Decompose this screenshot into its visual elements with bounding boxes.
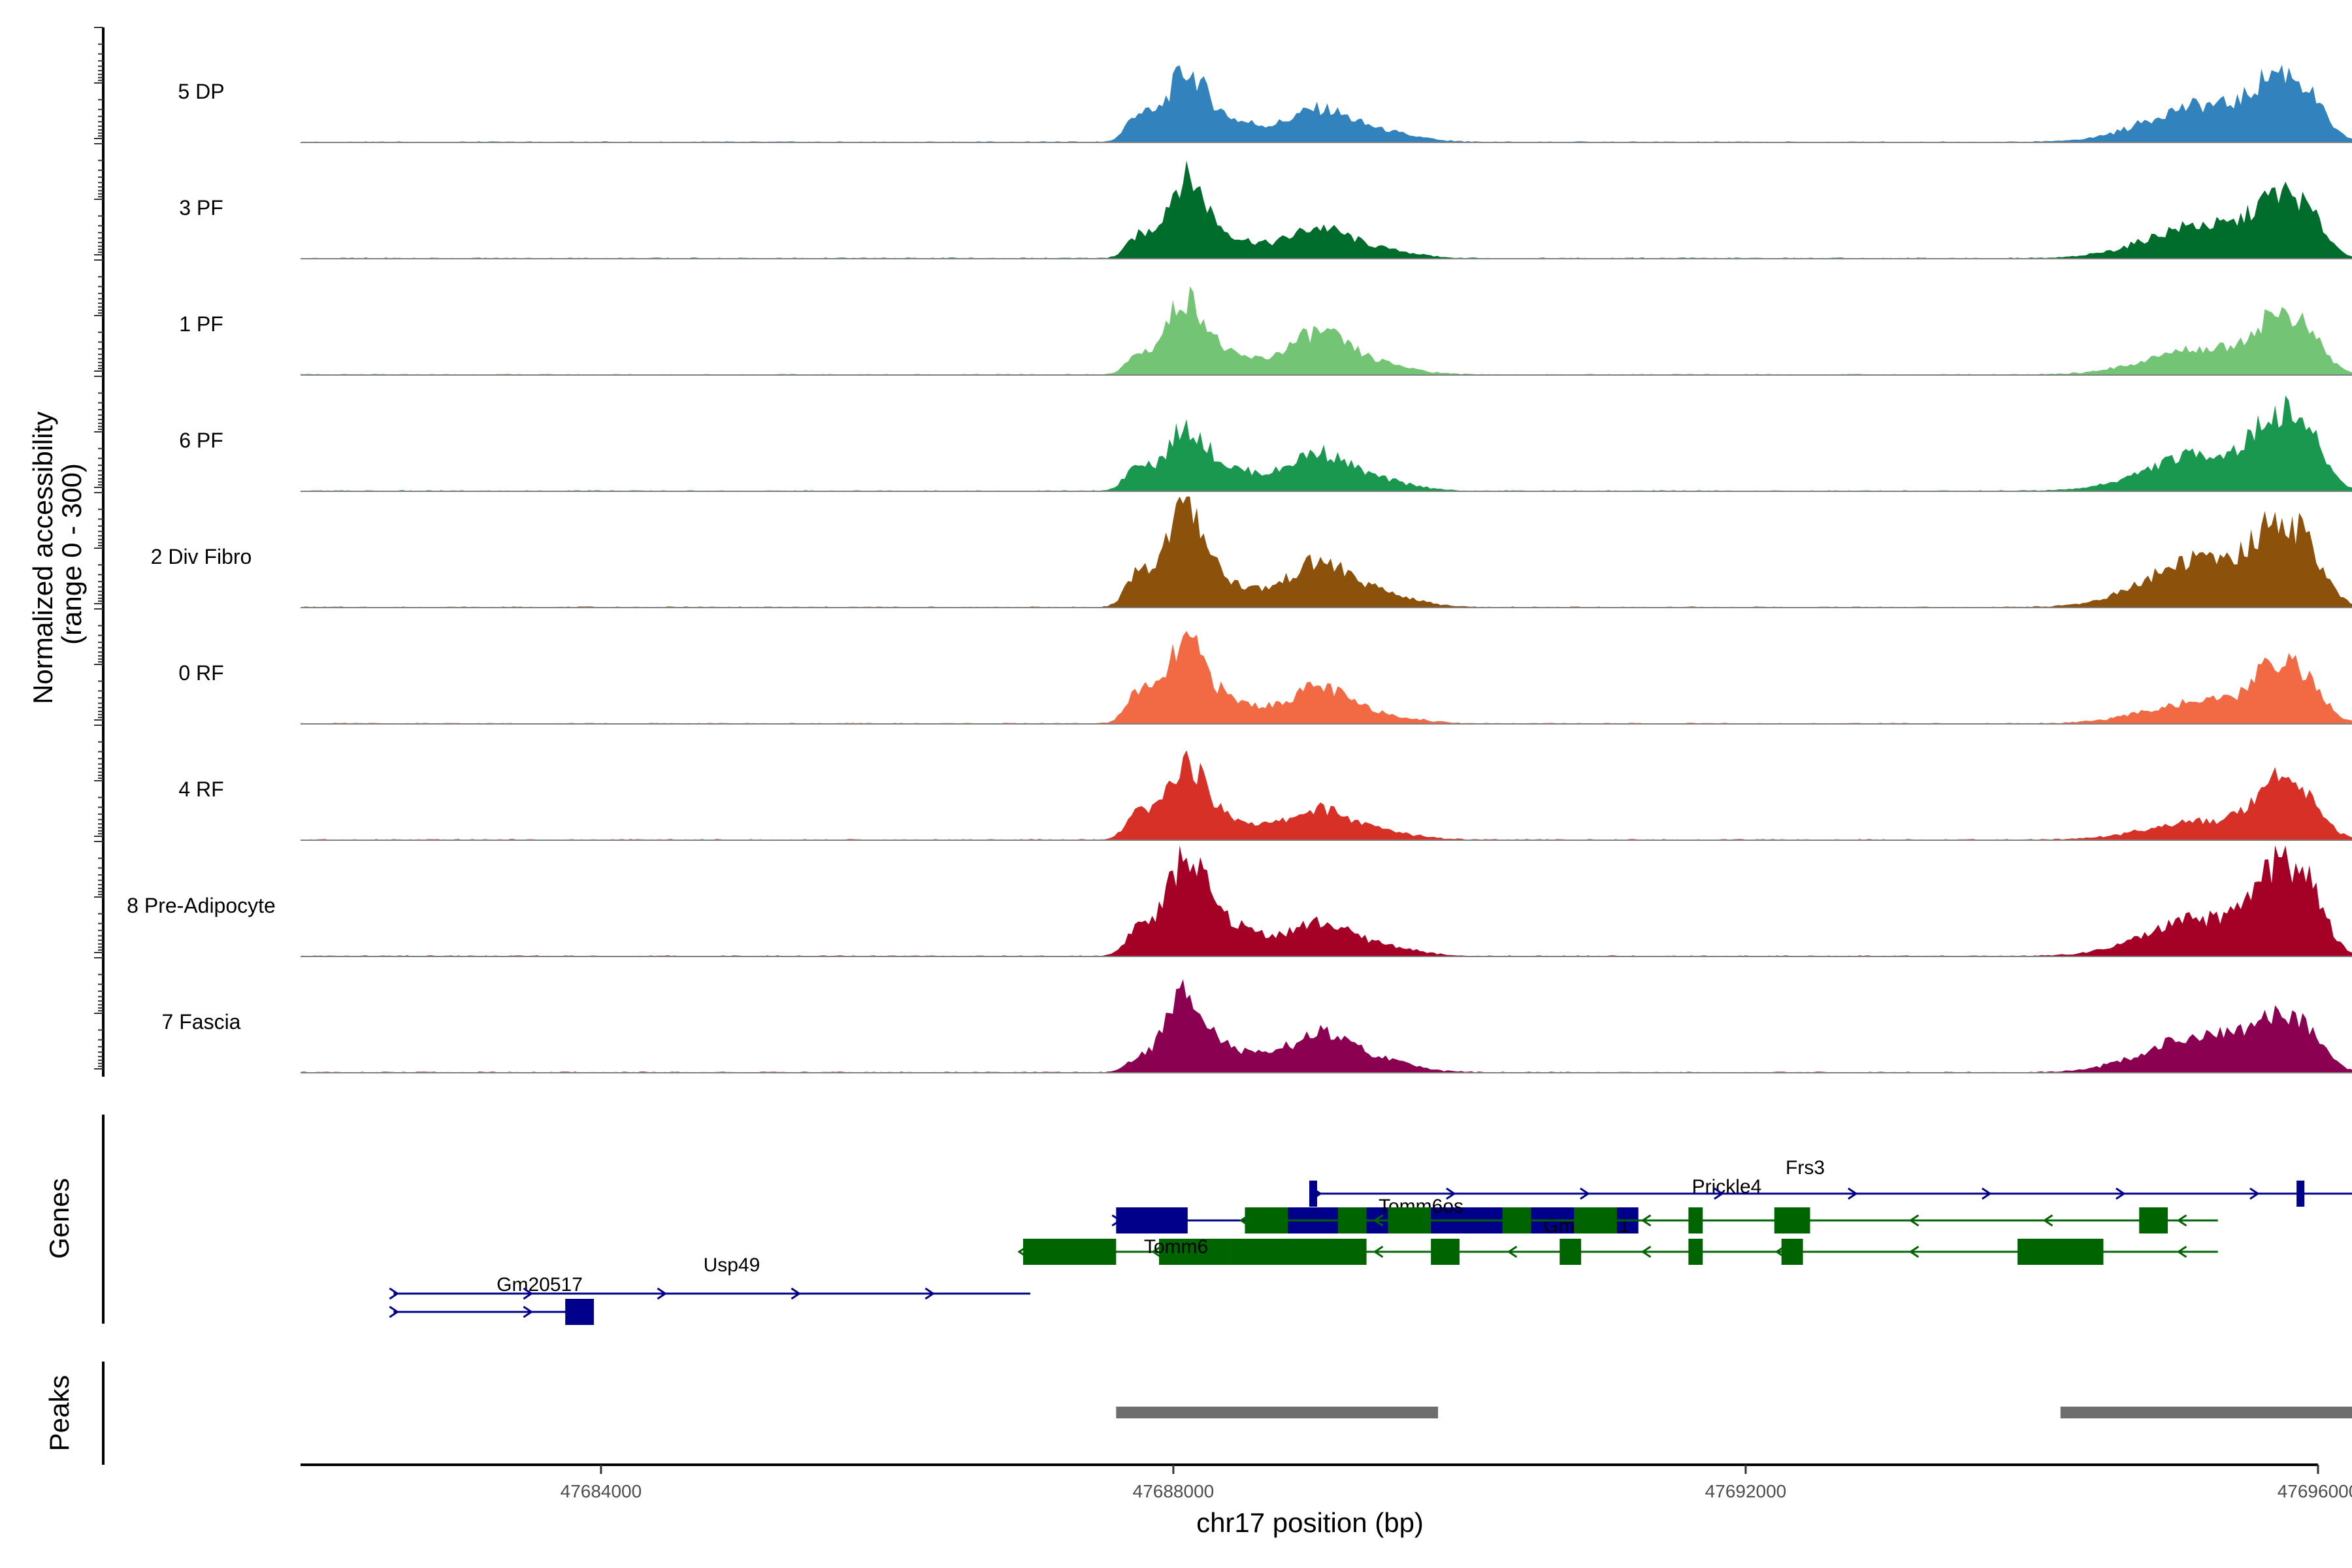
peaks-track-label: Peaks: [44, 1375, 74, 1452]
gene-usp49-strand-arrow: [389, 1287, 400, 1300]
gene-prickle4-exon: [1774, 1207, 1810, 1233]
track-label: 5 DP: [178, 80, 224, 103]
gene-usp49-label: Usp49: [704, 1254, 760, 1276]
gene-tomm6os-exon: [1116, 1207, 1188, 1233]
track-label: 0 RF: [178, 661, 223, 685]
track-label: 1 PF: [179, 312, 223, 336]
x-tick-label: 47696000: [2278, 1481, 2352, 1501]
gene-frs3-strand-arrow: [1848, 1187, 1858, 1200]
x-tick-label: 47688000: [1133, 1481, 1215, 1501]
track-label: 7 Fascia: [162, 1010, 241, 1034]
peak-region: [1116, 1407, 1439, 1418]
gene-gm21981-exon: [1781, 1239, 1803, 1265]
track-label: 2 Div Fibro: [151, 545, 252, 568]
y-axis-title-line-2: (range 0 - 300): [56, 463, 87, 645]
gene-usp49-strand-arrow: [924, 1287, 936, 1300]
gene-gm21981-exon: [1688, 1239, 1703, 1265]
gene-prickle4-strand-arrow: [2042, 1214, 2053, 1227]
track-label: 3 PF: [179, 196, 223, 220]
y-axis-accessibility: [94, 27, 105, 1077]
coverage-area-0-rf: [301, 630, 2352, 724]
gene-gm21981-exon: [1560, 1239, 1582, 1265]
peak-bars: [1116, 1407, 2352, 1418]
track-label: 8 Pre-Adipocyte: [127, 894, 276, 917]
coverage-area-1-pf: [301, 286, 2352, 375]
y-axis-title: Normalized accessibility (range 0 - 300): [27, 404, 87, 704]
gene-prickle4-strand-arrow: [1373, 1214, 1384, 1227]
coverage-area-2-div-fibro: [301, 497, 2352, 608]
gene-prickle4-strand-arrow: [1908, 1214, 1919, 1227]
x-axis-ticks: 47684000 47688000 47692000 47696000: [561, 1465, 2352, 1501]
gene-prickle4-exon: [1245, 1207, 1288, 1233]
gene-frs3-strand-arrow: [1446, 1187, 1456, 1200]
x-tick-label: 47692000: [1705, 1481, 1787, 1501]
gene-gm21981-strand-arrow: [1908, 1245, 1919, 1258]
peak-region: [2060, 1407, 2352, 1418]
gene-gm21981-strand-arrow: [1373, 1245, 1384, 1258]
gene-gm20517-label: Gm20517: [497, 1274, 583, 1296]
gene-gm21981-strand-arrow: [1641, 1245, 1652, 1258]
coverage-tracks: [301, 65, 2352, 1073]
coverage-area-5-dp: [301, 65, 2352, 142]
gene-usp49-strand-arrow: [657, 1287, 668, 1300]
y-axis-title-line-1: Normalized accessibility: [27, 412, 58, 704]
coverage-area-4-rf: [301, 750, 2352, 840]
genes-track-label: Genes: [44, 1178, 74, 1259]
gene-usp49-strand-arrow: [791, 1287, 802, 1300]
coverage-area-3-pf: [301, 161, 2352, 259]
coverage-area-8-pre-adipocyte: [301, 845, 2352, 956]
gene-frs3-strand-arrow: [1580, 1187, 1590, 1200]
gene-usp49-strand-arrow: [523, 1287, 534, 1300]
gene-gm20517-strand-arrow: [389, 1305, 400, 1318]
track-label: 4 RF: [178, 777, 223, 801]
gene-prickle4-exon: [1574, 1207, 1617, 1233]
gene-gm21981-strand-arrow: [1507, 1245, 1518, 1258]
gene-frs3-strand-arrow: [2249, 1187, 2260, 1200]
gene-prickle4-exon: [1688, 1207, 1703, 1233]
gene-gm21981-strand-arrow: [2176, 1245, 2187, 1258]
gene-gm21981-exon: [2017, 1239, 2104, 1265]
track-labels: 5 DP 3 PF 1 PF 6 PF 2 Div Fibro 0 RF 4 RF 8 Pre…: [127, 80, 276, 1034]
x-axis-title: chr17 position (bp): [1196, 1507, 1424, 1538]
gene-frs3-exon: [1309, 1181, 1317, 1207]
coverage-area-7-fascia: [301, 979, 2352, 1073]
gene-gm21981-exon: [1431, 1239, 1460, 1265]
gene-models: Gm20517Usp49Tomm6Tomm6osGm21981Prickle4F…: [389, 1157, 2352, 1325]
x-tick-label: 47684000: [561, 1481, 642, 1501]
gene-gm21981-strand-arrow: [1239, 1245, 1250, 1258]
track-label: 6 PF: [179, 429, 223, 452]
gene-prickle4-exon: [1388, 1207, 1431, 1233]
gene-frs3-exon: [2296, 1181, 2305, 1207]
gene-tomm6-strand-arrow: [1151, 1245, 1162, 1258]
gene-frs3-label: Frs3: [1786, 1157, 1825, 1179]
gene-prickle4-strand-arrow: [2176, 1214, 2187, 1227]
gene-gm20517-exon: [565, 1299, 594, 1325]
gene-gm21981-exon: [1337, 1239, 1367, 1265]
gene-tomm6-exon: [1037, 1239, 1073, 1265]
gene-prickle4-strand-arrow: [1641, 1214, 1652, 1227]
gene-prickle4-exon: [2139, 1207, 2168, 1233]
gene-prickle4-exon: [1502, 1207, 1531, 1233]
gene-prickle4-exon: [1337, 1207, 1367, 1233]
gene-frs3-strand-arrow: [1982, 1187, 1992, 1200]
gene-tomm6-label: Tomm6: [1144, 1236, 1208, 1258]
gene-frs3-strand-arrow: [1714, 1187, 1724, 1200]
gene-gm20517-strand-arrow: [523, 1305, 534, 1318]
gene-tomm6-exon: [1159, 1239, 1231, 1265]
gene-frs3-strand-arrow: [2115, 1187, 2126, 1200]
coverage-area-6-pf: [301, 395, 2352, 491]
